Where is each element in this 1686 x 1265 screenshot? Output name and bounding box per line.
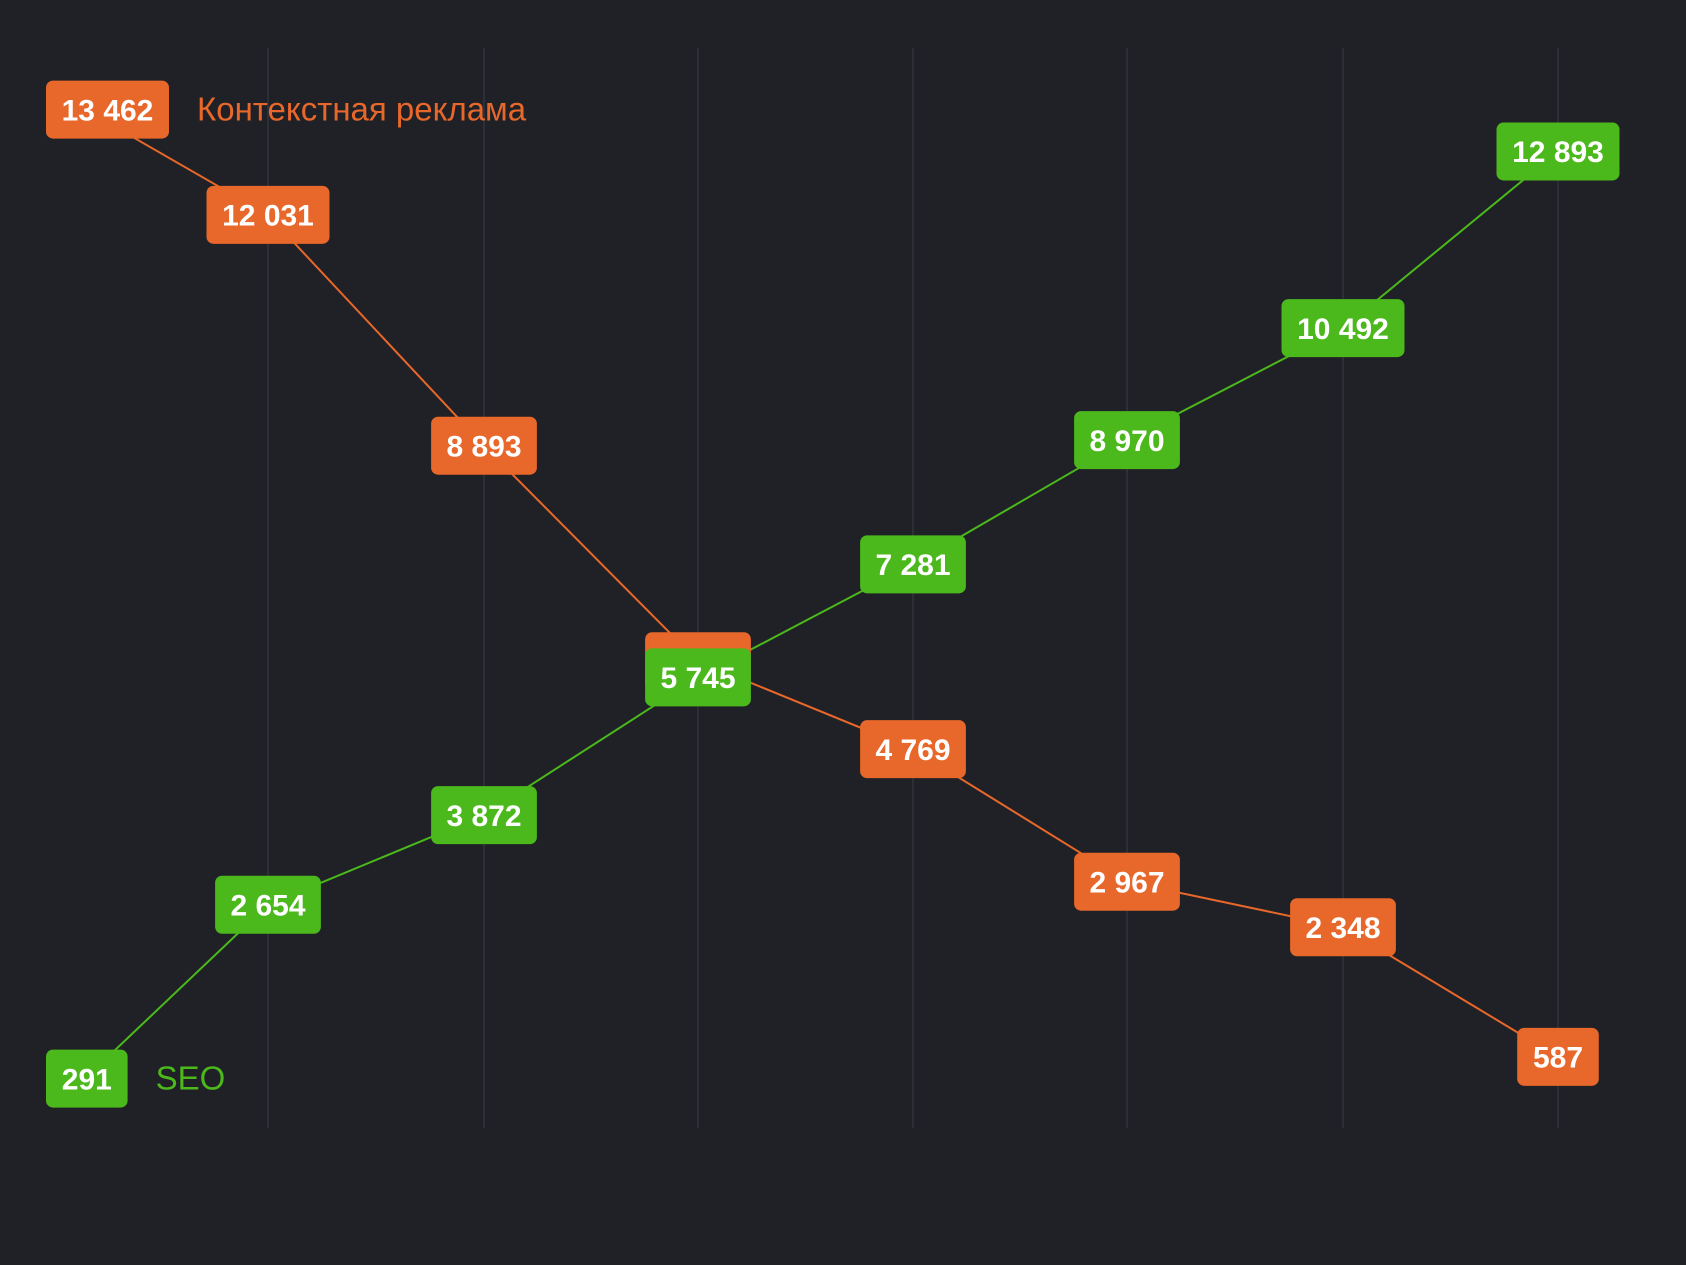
seo-label-box <box>46 1049 128 1108</box>
seo-point-1: 291 <box>46 1049 128 1108</box>
context-ads-point-8: 587 <box>1517 1027 1599 1086</box>
seo-data-label: 3 872 <box>446 800 521 833</box>
seo-label-box <box>1281 299 1405 358</box>
seo-data-label: 12 893 <box>1512 136 1604 169</box>
context-ads-data-label: 2 348 <box>1305 912 1380 945</box>
seo-point-7: 10 492 <box>1281 299 1405 358</box>
context-ads-data-label: 4 769 <box>875 734 950 767</box>
context-ads-series-name: Контекстная реклама <box>197 91 527 128</box>
context-ads-point-3: 8 893 <box>431 416 537 475</box>
context-ads-label-box <box>860 720 966 779</box>
context-ads-data-label: 13 462 <box>62 94 154 127</box>
seo-point-8: 12 893 <box>1496 122 1620 181</box>
seo-data-label: 5 745 <box>660 662 735 695</box>
context-ads-label-box <box>1074 852 1180 911</box>
seo-label-box <box>215 875 321 934</box>
context-ads-data-label: 8 893 <box>446 431 521 464</box>
seo-label-box <box>1496 122 1620 181</box>
context-ads-point-2: 12 031 <box>206 185 330 244</box>
context-ads-data-label: 587 <box>1533 1042 1583 1075</box>
context-ads-label-box <box>1517 1027 1599 1086</box>
seo-data-label: 7 281 <box>875 549 950 582</box>
series-names: Контекстная реклама SEO <box>156 91 527 1097</box>
seo-data-label: 2 654 <box>230 890 305 923</box>
seo-label-box <box>431 786 537 845</box>
seo-data-label: 8 970 <box>1089 425 1164 458</box>
seo-point-3: 3 872 <box>431 786 537 845</box>
seo-data-label: 10 492 <box>1297 313 1389 346</box>
grid <box>267 48 1559 1128</box>
context-ads-label-box <box>431 416 537 475</box>
context-ads-point-6: 2 967 <box>1074 852 1180 911</box>
context-ads-point-7: 2 348 <box>1290 898 1396 957</box>
context-ads-label-box <box>46 80 169 139</box>
seo-point-5: 7 281 <box>860 535 966 594</box>
context-ads-point-5: 4 769 <box>860 720 966 779</box>
seo-label-box <box>645 648 751 707</box>
seo-label-box <box>860 535 966 594</box>
seo-point-6: 8 970 <box>1074 411 1180 470</box>
context-ads-data-label: 12 031 <box>222 200 314 233</box>
context-ads-label-box <box>206 185 330 244</box>
seo-point-2: 2 654 <box>215 875 321 934</box>
seo-label-box <box>1074 411 1180 470</box>
context-ads-point-1: 13 462 <box>46 80 169 139</box>
context-ads-label-box <box>1290 898 1396 957</box>
seo-data-label: 291 <box>62 1063 112 1096</box>
seo-series-name: SEO <box>156 1060 226 1097</box>
context-ads-data-label: 2 967 <box>1089 867 1164 900</box>
seo-point-4: 5 745 <box>645 648 751 707</box>
